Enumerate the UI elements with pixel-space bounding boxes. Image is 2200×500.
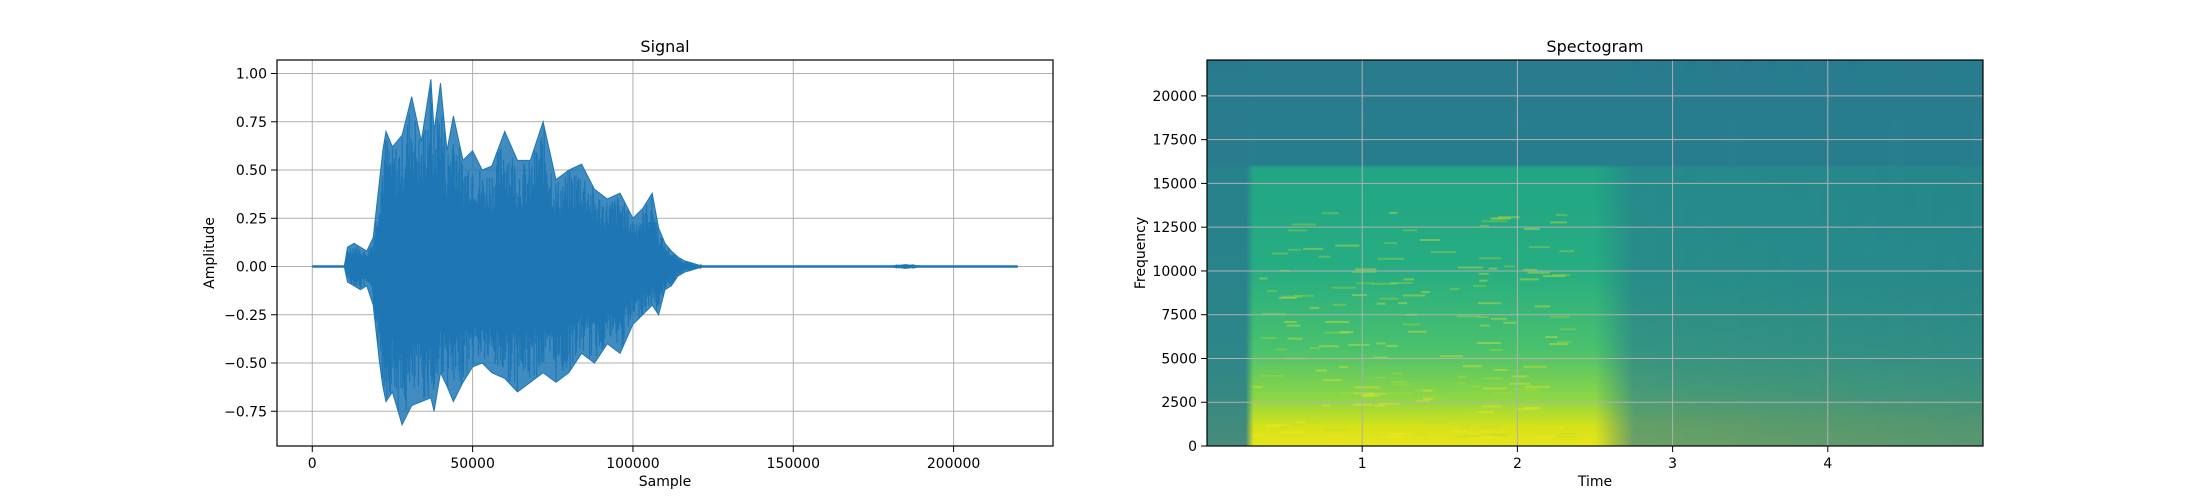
signal-y-tick-label: 0.25 [236, 211, 267, 227]
signal-y-tick-label: 1.00 [236, 67, 267, 83]
signal-x-tick-label: 200000 [927, 456, 980, 472]
signal-y-label: Amplitude [202, 217, 218, 289]
spectrogram-y-ticks: 0 2500 5000 7500 10000 12500 15000 17500 20000 [1152, 89, 1207, 455]
spectrogram-y-tick-label: 15000 [1152, 176, 1197, 192]
signal-x-tick-label: 150000 [767, 456, 820, 472]
spectrogram-dark-band [1253, 60, 1634, 166]
signal-data [312, 79, 1018, 427]
spectrogram-y-tick-label: 2500 [1161, 395, 1197, 411]
spectrogram-y-label: Frequency [1133, 217, 1149, 289]
spectrogram-y-tick-label: 12500 [1152, 220, 1197, 236]
signal-x-tick-label: 50000 [450, 456, 495, 472]
spectrogram-texture [1251, 60, 1634, 439]
signal-x-ticks: 0 50000 100000 150000 200000 [308, 446, 980, 472]
spectrogram-image [1207, 60, 1983, 446]
spectrogram-y-tick-label: 17500 [1152, 133, 1197, 149]
signal-x-tick-label: 0 [308, 456, 317, 472]
spectrogram-y-tick-label: 0 [1188, 439, 1197, 455]
spectrogram-x-tick-label: 1 [1358, 456, 1367, 472]
signal-panel: Signal 0 50000 100000 150000 200000 −0.75−0.… [202, 37, 1054, 490]
spectrogram-y-tick-label: 20000 [1152, 89, 1197, 105]
signal-y-tick-label: −0.50 [224, 356, 267, 372]
signal-x-label: Sample [639, 474, 692, 490]
spectrogram-y-tick-label: 5000 [1161, 351, 1197, 367]
spectrogram-x-label: Time [1577, 474, 1612, 490]
signal-y-tick-label: 0.75 [236, 115, 267, 131]
spectrogram-y-tick-label: 10000 [1152, 264, 1197, 280]
spectrogram-x-tick-label: 4 [1823, 456, 1832, 472]
signal-title: Signal [640, 37, 689, 56]
spectrogram-y-tick-label: 7500 [1161, 308, 1197, 324]
spectrogram-title: Spectogram [1546, 37, 1643, 56]
spectrogram-x-tick-label: 2 [1513, 456, 1522, 472]
signal-axes-frame [276, 59, 1054, 447]
signal-x-tick-label: 100000 [606, 456, 659, 472]
spectrogram-x-tick-label: 3 [1668, 456, 1677, 472]
signal-y-tick-label: −0.25 [224, 308, 267, 324]
signal-y-tick-label: 0.00 [236, 260, 267, 276]
signal-y-tick-label: −0.75 [224, 404, 267, 420]
signal-y-ticks: −0.75 −0.50 −0.25 0.00 0.25 0.50 0.75 1.00 [224, 67, 277, 420]
signal-y-tick-label: 0.50 [236, 163, 267, 179]
signal-envelope [312, 79, 1018, 427]
spectrogram-panel: Spectogram 1 2 3 4 0 2500 5000 7500 10000 12500 1… [1133, 37, 1984, 490]
spectrogram-axes-frame [1206, 59, 1984, 447]
spectrogram-x-ticks: 1 2 3 4 [1358, 446, 1832, 472]
